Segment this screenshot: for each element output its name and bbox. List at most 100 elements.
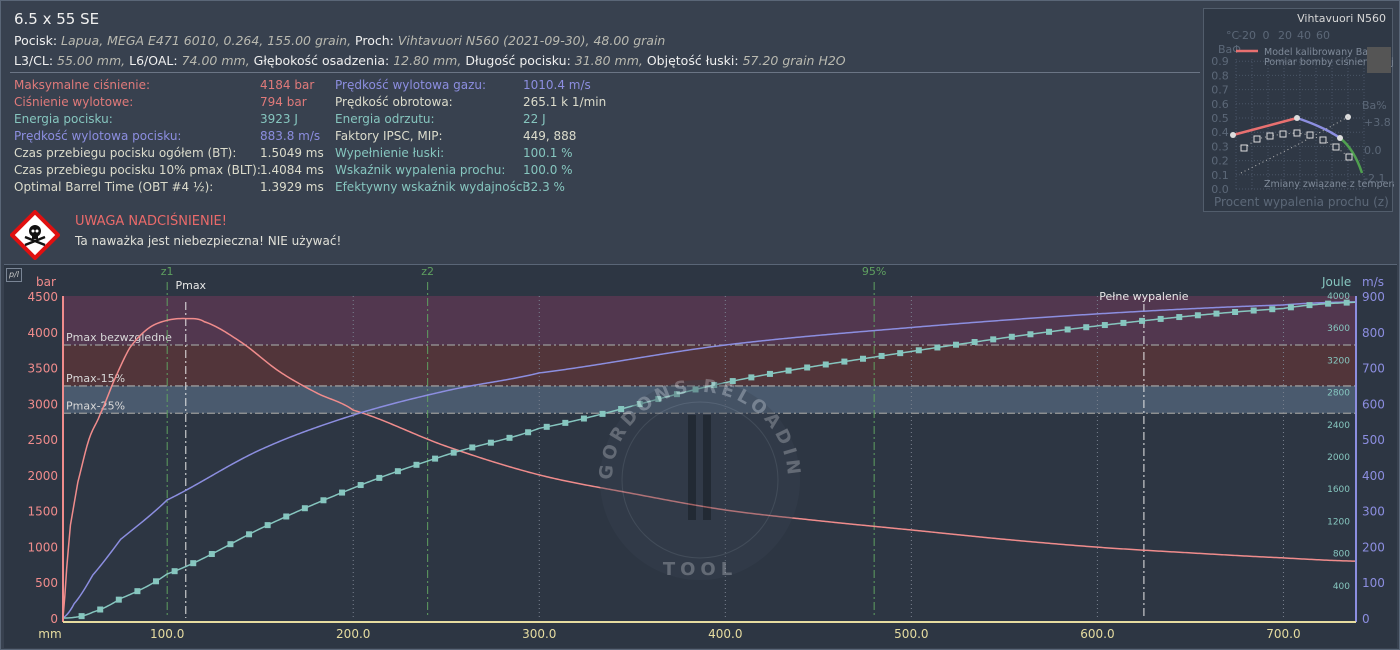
stats_right-value: 100.0 % <box>523 163 573 177</box>
y-tick-joule: 2800 <box>1327 389 1350 399</box>
energy-point <box>153 578 160 585</box>
y-tick-left: 4000 <box>27 326 58 340</box>
y-tick-left: 1000 <box>27 540 58 554</box>
stats_right-value: 22 J <box>523 112 546 126</box>
marker-label-z2: z2 <box>421 265 434 278</box>
energy-point <box>953 341 960 348</box>
inset-y-tick: 0.0 <box>1211 183 1229 196</box>
band-label: Pmax bezwzgledne <box>66 331 172 344</box>
y-tick-ms: 100 <box>1362 576 1385 590</box>
seat-value: 12.80 mm, <box>393 53 462 68</box>
energy-point <box>1027 331 1034 338</box>
inset-y-tick: 0.7 <box>1211 84 1229 97</box>
energy-point <box>301 505 308 512</box>
velocity-curve <box>62 301 1357 619</box>
energy-point <box>729 378 736 385</box>
y-tick-joule: 800 <box>1333 550 1350 560</box>
energy-point <box>190 560 197 567</box>
energy-point <box>934 344 941 351</box>
energy-point <box>264 522 271 529</box>
energy-point <box>1046 328 1053 335</box>
y-tick-joule: 3200 <box>1327 356 1350 366</box>
inset-right-label: Ba% <box>1362 99 1387 112</box>
energy-point <box>487 439 494 446</box>
inset-y-tick: 0.4 <box>1211 126 1229 139</box>
energy-point <box>134 588 141 595</box>
stats_right-label: Efektywny wskaźnik wydajności: <box>335 180 530 194</box>
inset-y-tick: 0.9 <box>1211 55 1229 68</box>
stats_left-label: Czas przebiegu pocisku ogółem (BT): <box>14 146 237 160</box>
stats_left-label: Optimal Barrel Time (OBT #4 ½): <box>14 180 214 194</box>
watermark-circle <box>600 380 800 580</box>
energy-point <box>692 386 699 393</box>
stats_right-value: 265.1 k 1/min <box>523 95 607 109</box>
stats_right-label: Energia odrzutu: <box>335 112 435 126</box>
y-tick-ms: 600 <box>1362 397 1385 411</box>
inset-chart: Vihtavuori N560 0.00.10.20.30.40.50.60.7… <box>1211 12 1400 209</box>
cartridge-title: 6.5 x 55 SE <box>14 10 100 28</box>
energy-point <box>618 406 625 413</box>
energy-point <box>1064 326 1071 333</box>
energy-point <box>543 423 550 430</box>
energy-point <box>1083 324 1090 331</box>
y-tick-ms: 500 <box>1362 433 1385 447</box>
energy-point <box>1213 310 1220 317</box>
watermark-rifle-icon <box>703 415 711 520</box>
energy-point <box>841 358 848 365</box>
stats_right-label: Prędkość wylotowa gazu: <box>335 78 487 92</box>
y-tick-ms: 800 <box>1362 326 1385 340</box>
energy-point <box>785 367 792 374</box>
marker-label-z1: z1 <box>161 265 174 278</box>
x-axis-label: mm <box>38 627 61 641</box>
stats_left-value: 794 bar <box>260 95 307 109</box>
energy-point <box>1157 315 1164 322</box>
y-tick-left: 3500 <box>27 362 58 376</box>
y-tick-left: 500 <box>35 576 58 590</box>
bullet-value: Lapua, MEGA E471 6010, 0.264, 155.00 gra… <box>61 33 352 48</box>
inset-y-tick: 0.6 <box>1211 98 1229 111</box>
oal-value: 74.00 mm, <box>181 53 250 68</box>
x-tick: 700.0 <box>1266 627 1300 641</box>
stats_left-label: Czas przebiegu pocisku 10% pmax (BLT): <box>14 163 261 177</box>
warning-text: Ta naważka jest niebezpieczna! NIE używa… <box>75 234 342 248</box>
stats_right-value: 32.3 % <box>523 180 565 194</box>
y-tick-ms: 700 <box>1362 362 1385 376</box>
bullet-powder-line: Pocisk: Lapua, MEGA E471 6010, 0.264, 15… <box>14 33 665 48</box>
x-tick: 200.0 <box>336 627 370 641</box>
y-tick-ms: 900 <box>1362 290 1385 304</box>
powder-value: Vihtavuori N560 (2021-09-30), 48.00 grai… <box>397 33 666 48</box>
energy-point <box>432 455 439 462</box>
energy-point <box>971 339 978 346</box>
inset-right-tick: 0.0 <box>1364 144 1382 157</box>
inset-temp-tick: 60 <box>1316 29 1330 42</box>
plot-toggle-button[interactable]: p/l <box>6 268 22 282</box>
case-volume-label: Objętość łuski: <box>646 53 739 68</box>
energy-point <box>1325 300 1332 307</box>
oal-label: L6/OAL: <box>129 53 178 68</box>
energy-point <box>580 415 587 422</box>
inset-right-tick: +3.8 <box>1364 116 1391 129</box>
energy-point <box>450 449 457 456</box>
energy-point <box>1232 308 1239 315</box>
inset-right-tick: -2.1 <box>1364 172 1385 185</box>
marker-label-Pmax: Pmax <box>175 279 206 292</box>
energy-point <box>915 347 922 354</box>
energy-point <box>1306 302 1313 309</box>
pressure-curve <box>62 317 1357 619</box>
stats_right-value: 1010.4 m/s <box>523 78 591 92</box>
inset-y-tick: 0.3 <box>1211 140 1229 153</box>
inset-qr-image <box>1367 47 1391 73</box>
band-label: Pmax-25% <box>66 399 125 412</box>
warning-title: UWAGA NADCIŚNIENIE! <box>75 214 227 229</box>
stats_left-label: Maksymalne ciśnienie: <box>14 78 151 92</box>
header-divider <box>10 72 1200 73</box>
stats_left-value: 1.4084 ms <box>260 163 324 177</box>
powder-model-inset[interactable]: Vihtavuori N560 0.0 0.1 0.2 0.3 0.4 0.5 0.6 0.7… <box>1203 8 1400 212</box>
y-tick-ms: 0 <box>1362 612 1370 626</box>
inset-temp-line <box>1240 116 1349 174</box>
stats_right-label: Faktory IPSC, MIP: <box>335 129 443 143</box>
inset-bomb-point <box>1293 129 1301 137</box>
x-tick: 100.0 <box>150 627 184 641</box>
inset-model-blue <box>1296 116 1341 140</box>
stats_left-label: Energia pocisku: <box>14 112 113 126</box>
